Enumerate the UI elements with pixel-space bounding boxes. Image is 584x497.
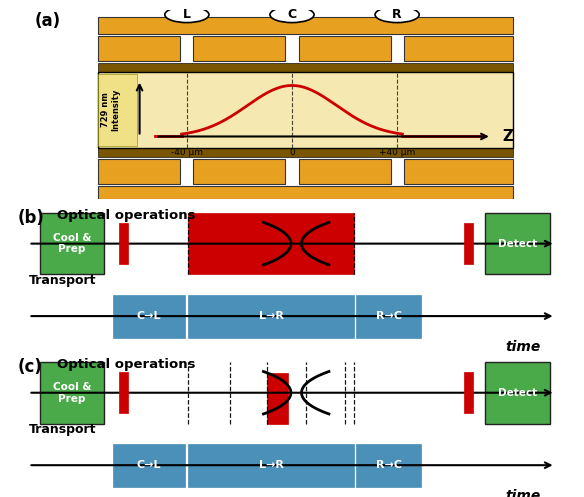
Text: (a): (a)	[34, 12, 61, 30]
FancyBboxPatch shape	[98, 17, 513, 34]
Text: Detect: Detect	[498, 388, 537, 398]
FancyBboxPatch shape	[188, 295, 354, 337]
FancyBboxPatch shape	[98, 36, 180, 61]
FancyBboxPatch shape	[404, 159, 513, 184]
Text: L: L	[183, 8, 191, 21]
FancyBboxPatch shape	[464, 223, 473, 264]
FancyBboxPatch shape	[485, 362, 550, 423]
FancyBboxPatch shape	[485, 213, 550, 274]
FancyBboxPatch shape	[119, 223, 128, 264]
Text: Optical operations: Optical operations	[57, 358, 195, 371]
Text: Detect: Detect	[498, 239, 537, 248]
FancyBboxPatch shape	[298, 159, 391, 184]
Text: R: R	[392, 8, 402, 21]
Text: C→L: C→L	[137, 460, 161, 470]
Text: Z: Z	[502, 129, 513, 144]
FancyBboxPatch shape	[404, 36, 513, 61]
FancyBboxPatch shape	[193, 159, 286, 184]
Circle shape	[165, 7, 209, 22]
FancyBboxPatch shape	[267, 373, 288, 423]
Text: -40 μm: -40 μm	[171, 148, 203, 157]
FancyBboxPatch shape	[98, 74, 137, 146]
FancyBboxPatch shape	[298, 36, 391, 61]
FancyBboxPatch shape	[98, 63, 513, 72]
Circle shape	[375, 7, 419, 22]
Text: 0: 0	[289, 148, 295, 157]
FancyBboxPatch shape	[40, 213, 104, 274]
Text: R→C: R→C	[376, 311, 402, 321]
Text: time: time	[505, 490, 540, 497]
FancyBboxPatch shape	[98, 159, 180, 184]
Text: C→L: C→L	[137, 311, 161, 321]
Text: (b): (b)	[18, 209, 44, 227]
Text: +40 μm: +40 μm	[379, 148, 415, 157]
FancyBboxPatch shape	[98, 185, 513, 199]
Circle shape	[270, 7, 314, 22]
Text: Transport: Transport	[29, 273, 96, 287]
FancyBboxPatch shape	[98, 148, 513, 157]
FancyBboxPatch shape	[113, 295, 186, 337]
FancyBboxPatch shape	[188, 213, 354, 274]
Text: Cool &
Prep: Cool & Prep	[53, 382, 91, 404]
Text: 729 nm
Intensity: 729 nm Intensity	[101, 89, 120, 131]
FancyBboxPatch shape	[356, 295, 421, 337]
FancyBboxPatch shape	[193, 36, 286, 61]
Text: time: time	[505, 340, 540, 354]
Text: Optical operations: Optical operations	[57, 209, 195, 222]
FancyBboxPatch shape	[113, 444, 186, 487]
FancyBboxPatch shape	[356, 444, 421, 487]
Text: L→R: L→R	[259, 311, 283, 321]
FancyBboxPatch shape	[40, 362, 104, 423]
FancyBboxPatch shape	[464, 372, 473, 413]
FancyBboxPatch shape	[188, 444, 354, 487]
FancyBboxPatch shape	[119, 372, 128, 413]
Text: Transport: Transport	[29, 422, 96, 436]
Text: (c): (c)	[18, 358, 42, 376]
Text: L→R: L→R	[259, 460, 283, 470]
Text: Cool &
Prep: Cool & Prep	[53, 233, 91, 254]
Text: R→C: R→C	[376, 460, 402, 470]
Text: C: C	[287, 8, 297, 21]
FancyBboxPatch shape	[98, 72, 513, 148]
